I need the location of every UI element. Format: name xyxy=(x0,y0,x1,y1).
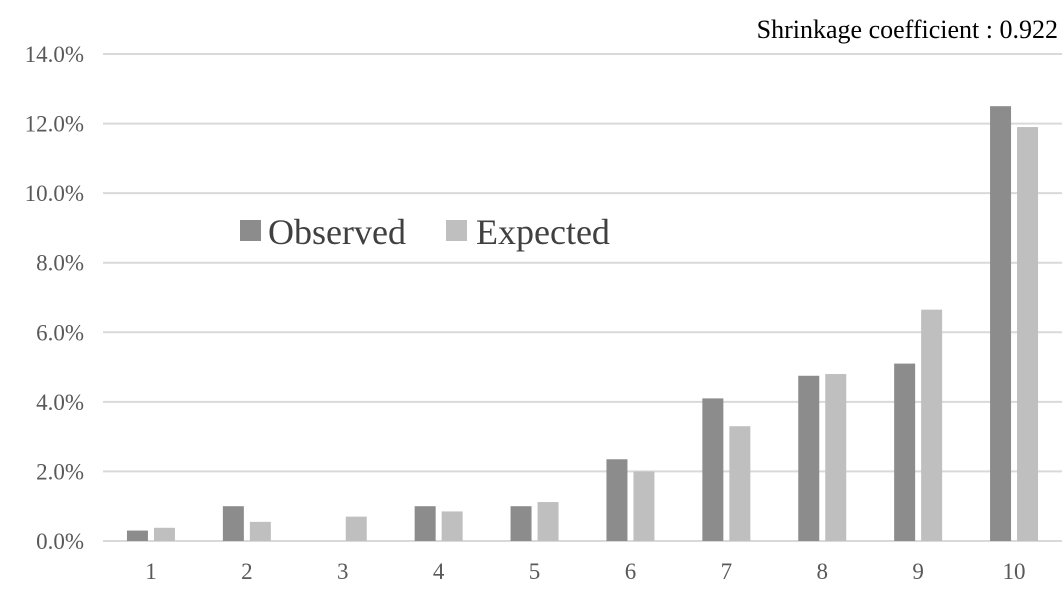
y-tick-label: 12.0% xyxy=(25,112,84,137)
bar-expected-7 xyxy=(729,426,751,541)
bar-observed-8 xyxy=(798,375,820,541)
y-tick-label: 2.0% xyxy=(36,459,84,484)
y-tick-label: 6.0% xyxy=(36,320,84,345)
y-tick-label: 4.0% xyxy=(36,390,84,415)
bar-expected-8 xyxy=(825,374,847,541)
bar-observed-4 xyxy=(414,506,436,541)
x-tick-label: 9 xyxy=(912,559,924,584)
bar-observed-9 xyxy=(894,363,916,541)
legend-label-observed: Observed xyxy=(268,212,406,252)
bars xyxy=(126,106,1039,542)
x-tick-label: 5 xyxy=(529,559,541,584)
bar-expected-10 xyxy=(1017,127,1039,542)
legend-swatch-expected xyxy=(446,220,467,241)
bar-expected-9 xyxy=(921,309,943,541)
bar-observed-6 xyxy=(606,459,628,541)
bar-observed-2 xyxy=(222,506,244,541)
legend: Observed Expected xyxy=(240,212,610,252)
y-axis-ticks: 0.0% 2.0% 4.0% 6.0% 8.0% 10.0% 12.0% 14.0% xyxy=(25,42,84,554)
bar-observed-1 xyxy=(126,530,148,541)
x-tick-label: 1 xyxy=(145,559,157,584)
bar-expected-3 xyxy=(345,516,367,541)
bar-observed-10 xyxy=(990,106,1012,541)
x-tick-label: 8 xyxy=(817,559,829,584)
legend-swatch-observed xyxy=(240,220,261,241)
y-tick-label: 8.0% xyxy=(36,251,84,276)
bar-expected-1 xyxy=(153,527,175,541)
legend-label-expected: Expected xyxy=(476,212,610,252)
bar-observed-7 xyxy=(702,398,724,541)
x-tick-label: 7 xyxy=(721,559,733,584)
bar-expected-4 xyxy=(441,511,463,541)
shrinkage-annotation: Shrinkage coefficient : 0.922 xyxy=(757,15,1058,44)
bar-expected-6 xyxy=(633,471,655,541)
y-tick-label: 0.0% xyxy=(36,529,84,554)
x-tick-label: 2 xyxy=(241,559,253,584)
x-tick-label: 3 xyxy=(337,559,349,584)
x-axis-ticks: 1 2 3 4 5 6 7 8 9 10 xyxy=(145,559,1025,584)
bar-observed-5 xyxy=(510,506,532,541)
bar-expected-2 xyxy=(249,521,271,541)
x-tick-label: 4 xyxy=(433,559,445,584)
y-tick-label: 14.0% xyxy=(25,42,84,67)
x-tick-label: 6 xyxy=(625,559,637,584)
y-tick-label: 10.0% xyxy=(25,181,84,206)
gridlines xyxy=(103,53,1062,542)
bar-expected-5 xyxy=(537,502,559,541)
x-tick-label: 10 xyxy=(1003,559,1026,584)
